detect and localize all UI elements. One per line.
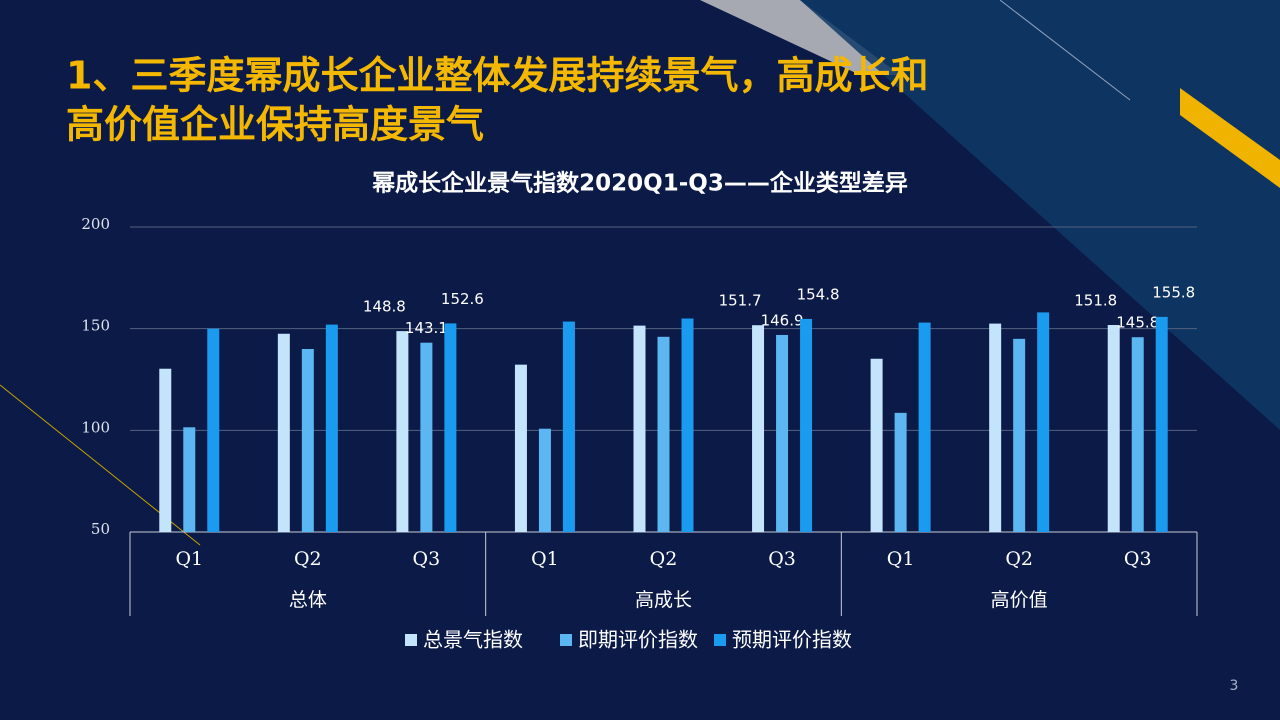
bar <box>776 334 789 532</box>
decor <box>1180 88 1280 188</box>
legend-label: 总景气指数 <box>423 628 523 652</box>
data-label: 148.8 <box>363 298 406 316</box>
bar <box>159 368 172 532</box>
chart-title: 幂成长企业景气指数2020Q1-Q3——企业类型差异 <box>372 170 908 197</box>
data-label: 151.8 <box>1074 292 1117 310</box>
x-tick-label: Q1 <box>175 548 203 570</box>
bar <box>752 325 765 532</box>
y-tick-label: 200 <box>81 215 110 233</box>
data-label: 151.7 <box>719 292 762 310</box>
bar <box>633 325 646 532</box>
y-tick-label: 100 <box>81 418 110 436</box>
legend-label: 即期评价指数 <box>578 628 698 652</box>
group-label: 高价值 <box>991 589 1048 611</box>
x-tick-label: Q1 <box>887 548 915 570</box>
bar <box>562 321 575 532</box>
bar <box>918 322 931 532</box>
bar <box>1155 316 1168 532</box>
x-tick-label: Q3 <box>768 548 796 570</box>
y-tick-label: 150 <box>81 317 110 335</box>
bar <box>514 364 527 532</box>
group-label: 总体 <box>289 589 327 611</box>
bar <box>538 428 551 532</box>
data-label: 146.9 <box>761 311 804 329</box>
bar <box>183 427 196 532</box>
decor <box>700 0 900 75</box>
bar <box>1037 312 1050 532</box>
x-tick-label: Q3 <box>1124 548 1152 570</box>
data-label: 154.8 <box>797 285 840 303</box>
x-tick-label: Q2 <box>294 548 322 570</box>
legend-label: 预期评价指数 <box>732 628 852 652</box>
x-tick-label: Q2 <box>1005 548 1033 570</box>
decor <box>999 0 1131 101</box>
bar <box>207 328 220 532</box>
bar <box>870 358 883 532</box>
legend-swatch <box>405 634 417 646</box>
data-label: 155.8 <box>1152 283 1195 301</box>
x-tick-label: Q3 <box>413 548 441 570</box>
bar <box>894 412 907 532</box>
page-number: 3 <box>1230 678 1239 694</box>
bar <box>681 318 694 532</box>
slide-title: 1、三季度幂成长企业整体发展持续景气，高成长和 <box>66 54 928 98</box>
bar <box>277 333 290 532</box>
bar <box>1013 338 1026 532</box>
bar <box>657 336 670 532</box>
bar <box>800 318 813 532</box>
legend-swatch <box>714 634 726 646</box>
bar <box>444 323 457 532</box>
slide-title: 高价值企业保持高度景气 <box>66 103 484 147</box>
bar <box>1107 325 1120 532</box>
bar <box>301 349 314 532</box>
bar <box>396 331 409 532</box>
group-label: 高成长 <box>635 589 692 611</box>
bar <box>989 323 1002 532</box>
legend-swatch <box>560 634 572 646</box>
y-tick-label: 50 <box>91 520 110 538</box>
x-tick-label: Q2 <box>650 548 678 570</box>
data-label: 143.1 <box>405 319 448 337</box>
x-tick-label: Q1 <box>531 548 559 570</box>
bar <box>325 324 338 532</box>
bar <box>1131 337 1144 532</box>
data-label: 145.8 <box>1116 314 1159 332</box>
bar <box>420 342 433 532</box>
data-label: 152.6 <box>441 290 484 308</box>
